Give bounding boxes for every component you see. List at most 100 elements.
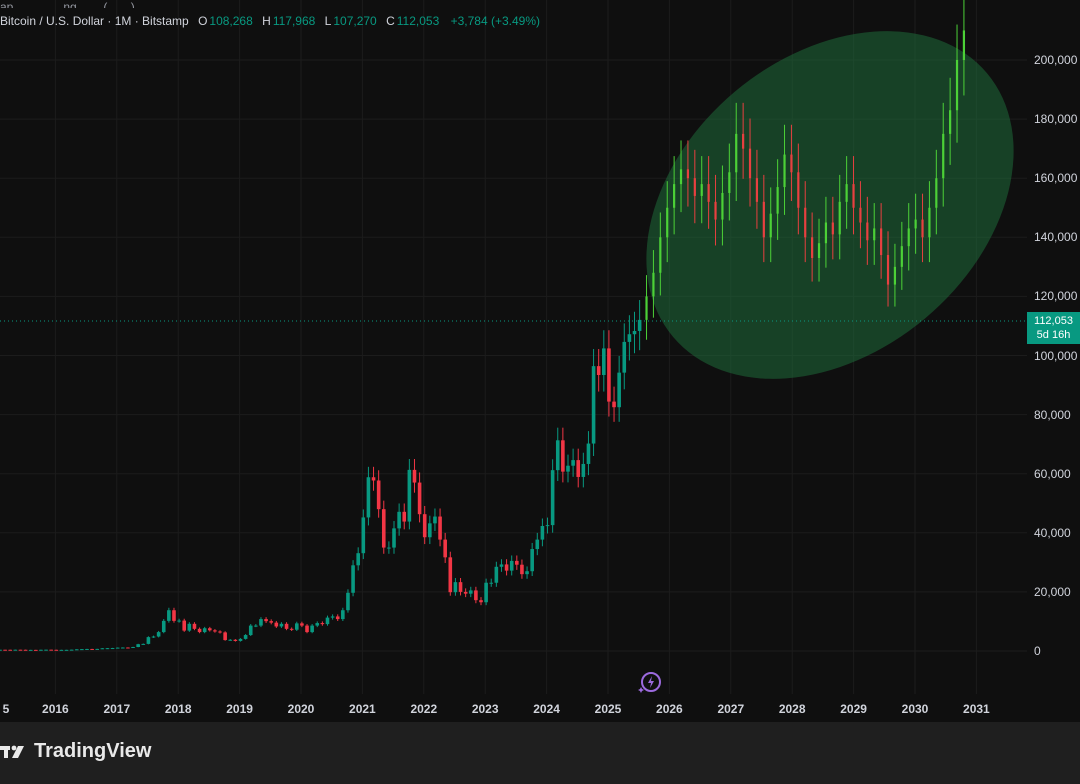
candle-body [602, 348, 606, 376]
price-tick-label: 20,000 [1034, 584, 1071, 599]
candle-body [714, 201, 717, 220]
candle-body [197, 628, 202, 633]
candle-body [679, 169, 683, 185]
current-price-tag: 112,053 5d 16h [1027, 312, 1080, 344]
candle-body [161, 620, 166, 633]
candle-body [921, 219, 924, 238]
candle-body [612, 401, 616, 408]
candle-body [900, 246, 903, 267]
symbol-legend[interactable]: Bitcoin / U.S. Dollar · 1M · Bitstamp O 1… [0, 14, 542, 28]
historical-candles [0, 300, 642, 651]
candle-body [34, 649, 38, 651]
candle-body [453, 582, 458, 593]
candle-body [284, 623, 289, 629]
candle-body [596, 366, 601, 376]
candle-body [294, 623, 299, 630]
time-tick-label: 2024 [533, 702, 560, 716]
time-tick-label: 2019 [226, 702, 253, 716]
candle-body [387, 547, 391, 549]
candle-body [3, 649, 7, 651]
time-tick-label: 2021 [349, 702, 376, 716]
candle-body [59, 649, 64, 651]
candle-body [417, 482, 422, 515]
candle-body [233, 639, 238, 641]
candle-body [39, 649, 43, 651]
candle-body [831, 222, 834, 235]
candle-body [187, 623, 192, 631]
candle-body [85, 648, 89, 650]
candle-body [838, 201, 841, 235]
candle-body [607, 348, 611, 402]
candle-body [555, 440, 560, 471]
candle-body [489, 582, 494, 584]
candle-body [346, 592, 350, 611]
candle-body [581, 463, 586, 477]
projected-candles [645, 0, 966, 340]
candle-body [361, 517, 366, 554]
candle-body [13, 649, 18, 651]
brand-name: TradingView [34, 740, 152, 762]
time-tick-label: 2025 [594, 702, 622, 716]
candle-body [202, 628, 207, 633]
candle-body [852, 184, 855, 208]
candle-body [659, 237, 662, 273]
candle-body [845, 184, 848, 202]
candle-body [790, 154, 793, 173]
candle-body [80, 649, 84, 651]
candle-body [769, 213, 772, 238]
candle-body [545, 525, 550, 527]
time-tick-label: 2016 [42, 702, 69, 716]
candle-body [468, 590, 473, 594]
candle-body [509, 560, 514, 571]
candle-body [817, 243, 821, 258]
candle-body [448, 557, 453, 593]
candle-body [893, 266, 897, 285]
candle-body [645, 296, 648, 320]
lightning-icon[interactable] [638, 670, 662, 694]
tradingview-logo-icon [0, 745, 24, 758]
candle-body [213, 630, 217, 632]
candle-body [935, 178, 938, 208]
candle-body [824, 222, 828, 244]
candle-body [381, 509, 386, 548]
price-tick-label: 0 [1034, 644, 1041, 658]
time-axis[interactable]: 5 2016 2017 2018 2019 2020 2021 2022 2023 2024 202… [0, 694, 1080, 722]
candle-body [95, 648, 100, 650]
time-tick-label: 2027 [717, 702, 745, 716]
candle-body [928, 207, 931, 238]
candle-body [811, 237, 814, 258]
candle-body [310, 625, 314, 633]
candle-body [269, 621, 274, 623]
candle-body [279, 623, 284, 627]
candle-body [666, 207, 669, 238]
candle-body [121, 647, 125, 649]
time-tick-label: 2028 [778, 702, 806, 716]
candle-body [484, 582, 488, 603]
candle-body [356, 553, 360, 566]
candle-body [18, 649, 23, 651]
candle-body [44, 649, 48, 651]
candle-body [315, 623, 320, 626]
candle-body [907, 228, 910, 247]
candle-body [376, 480, 381, 510]
open-key: O [198, 14, 208, 28]
candle-body [748, 148, 752, 179]
candle-body [735, 133, 738, 173]
chart-area[interactable]: ap... ... ... ...ng... ... (... ...) Bit… [0, 0, 1080, 722]
low-value: 107,270 [333, 14, 377, 28]
chart-canvas[interactable] [0, 0, 1080, 694]
symbol-name[interactable]: Bitcoin / U.S. Dollar · 1M · Bitstamp [0, 14, 189, 28]
tradingview-logo[interactable]: TradingView [0, 740, 151, 763]
candle-body [627, 334, 632, 342]
candle-body [571, 460, 575, 466]
candle-body [561, 440, 565, 472]
candle-body [243, 635, 248, 639]
candle-body [474, 590, 478, 601]
candle-body [962, 30, 966, 60]
candle-body [192, 623, 197, 629]
price-tick-label: 60,000 [1034, 466, 1071, 481]
candle-body [351, 565, 355, 593]
candle-body [880, 228, 883, 256]
candle-body [371, 477, 376, 481]
candle-body [115, 647, 120, 649]
